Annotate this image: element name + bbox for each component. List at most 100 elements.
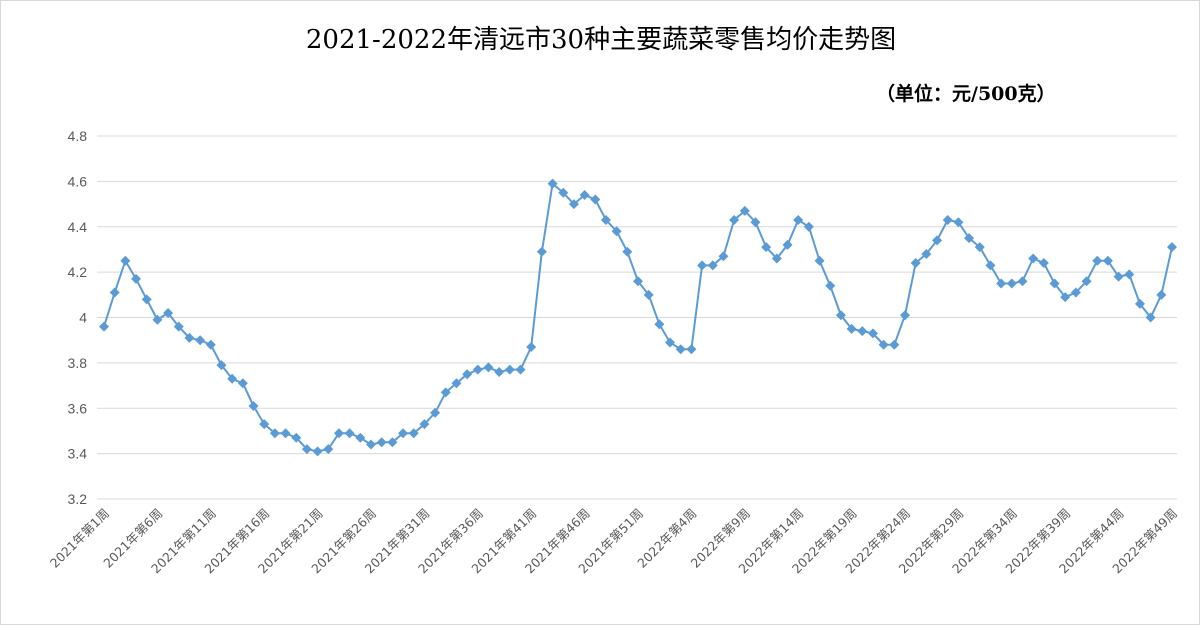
data-point: [750, 217, 761, 228]
data-point: [1081, 276, 1092, 287]
data-point: [259, 419, 270, 430]
data-point: [141, 294, 152, 305]
y-tick-label: 4: [79, 310, 87, 326]
data-point: [675, 344, 686, 355]
data-point: [611, 226, 622, 237]
data-point: [440, 387, 451, 398]
data-point: [1092, 255, 1103, 266]
data-point: [536, 246, 547, 257]
data-point: [878, 339, 889, 350]
data-point: [184, 332, 195, 343]
data-point: [1070, 287, 1081, 298]
data-point: [600, 214, 611, 225]
y-tick-label: 4.2: [68, 264, 88, 280]
data-point: [419, 419, 430, 430]
data-point: [867, 328, 878, 339]
data-point: [504, 364, 515, 375]
data-point: [889, 339, 900, 350]
data-point: [568, 199, 579, 210]
data-point: [643, 289, 654, 300]
data-point: [825, 280, 836, 291]
data-point: [803, 221, 814, 232]
data-point: [430, 407, 441, 418]
data-point: [1113, 271, 1124, 282]
gridlines: [97, 135, 1177, 455]
data-point: [1102, 255, 1113, 266]
y-tick-label: 3.2: [68, 491, 88, 507]
data-point: [718, 251, 729, 262]
data-point: [205, 339, 216, 350]
data-point: [633, 276, 643, 287]
data-point: [312, 446, 323, 457]
data-point: [921, 248, 932, 259]
data-point: [323, 444, 334, 455]
data-point: [1145, 312, 1156, 323]
data-point: [814, 255, 825, 266]
data-point: [301, 444, 312, 455]
data-point: [408, 428, 419, 439]
data-point: [227, 373, 238, 384]
data-point: [590, 194, 601, 205]
data-point: [1167, 242, 1177, 253]
data-point: [547, 178, 558, 189]
data-point: [195, 335, 206, 346]
data-point: [857, 326, 868, 337]
data-point: [964, 233, 975, 244]
data-point: [697, 260, 708, 271]
data-point: [771, 253, 782, 264]
data-point: [1060, 292, 1071, 303]
data-point: [109, 287, 120, 298]
data-point: [494, 366, 505, 377]
data-point: [1156, 289, 1167, 300]
data-point: [622, 246, 633, 257]
unit-label: （单位：元/500克）: [876, 83, 1056, 105]
data-point: [900, 310, 910, 321]
data-point: [942, 214, 953, 225]
data-point: [739, 205, 750, 216]
data-point: [515, 364, 526, 375]
data-point: [654, 319, 665, 330]
data-point: [1134, 298, 1145, 309]
data-point: [953, 217, 964, 228]
data-point: [366, 439, 376, 450]
data-point: [131, 273, 142, 284]
data-point: [686, 344, 697, 355]
data-point: [462, 369, 473, 380]
y-tick-label: 4.8: [68, 128, 88, 144]
data-point: [558, 187, 569, 198]
y-axis-ticks: 3.2 3.4 3.6 3.8 4 4.2 4.4 4.6 4.8: [68, 128, 88, 507]
data-point: [248, 400, 259, 411]
data-point: [355, 432, 366, 443]
y-tick-label: 3.4: [68, 446, 88, 462]
data-point: [1028, 253, 1039, 264]
data-point: [333, 428, 344, 439]
data-point: [472, 364, 483, 375]
data-point: [835, 310, 846, 321]
data-point: [729, 214, 740, 225]
data-point: [398, 428, 409, 439]
data-point: [707, 260, 718, 271]
data-point: [985, 260, 996, 271]
data-point: [1124, 269, 1135, 280]
data-point: [526, 341, 537, 352]
data-point: [120, 255, 131, 266]
data-point: [344, 428, 355, 439]
data-point: [280, 428, 291, 439]
data-point: [793, 214, 804, 225]
data-point: [1006, 278, 1017, 289]
y-tick-label: 4.4: [68, 219, 88, 235]
data-point: [216, 360, 227, 371]
data-point: [761, 242, 772, 253]
data-point: [579, 189, 590, 200]
data-point: [99, 321, 109, 332]
data-point: [483, 362, 494, 373]
data-point: [237, 378, 248, 389]
data-point: [451, 378, 462, 389]
data-point: [1017, 276, 1028, 287]
data-point: [932, 235, 943, 246]
data-point: [846, 323, 857, 334]
data-point: [376, 437, 387, 448]
data-point: [173, 321, 184, 332]
